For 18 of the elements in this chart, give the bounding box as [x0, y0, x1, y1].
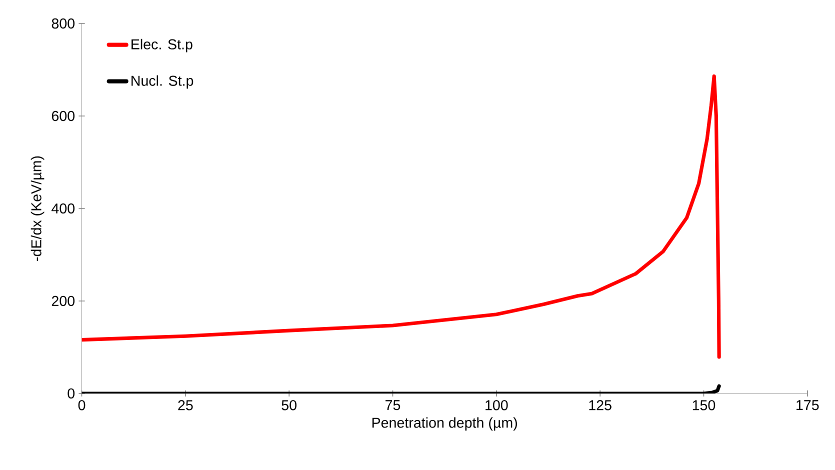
x-tick-label: 50 — [282, 400, 296, 410]
y-tick-label: 600 — [52, 110, 75, 121]
x-tick-label: 125 — [589, 400, 612, 410]
x-tick-label: 150 — [692, 400, 716, 410]
y-tick-label: 200 — [52, 296, 75, 306]
y-tick-label: 0 — [68, 388, 75, 398]
x-tick-label: 100 — [486, 400, 508, 410]
x-tick-label: 75 — [386, 400, 400, 410]
legend-label: Elec. St.p — [132, 38, 192, 52]
x-axis-title: Penetration depth (µm) — [372, 417, 517, 431]
y-axis-title: -dE/dx (KeV/µm) — [30, 156, 44, 261]
y-tick-label: 800 — [52, 18, 75, 29]
x-tick-label: 175 — [796, 400, 819, 410]
legend-label: Nucl. St.p — [132, 75, 194, 89]
x-tick-label: 25 — [178, 400, 193, 410]
x-tick-label: 0 — [78, 400, 86, 410]
y-tick-label: 400 — [52, 203, 75, 214]
line-series — [82, 74, 721, 359]
